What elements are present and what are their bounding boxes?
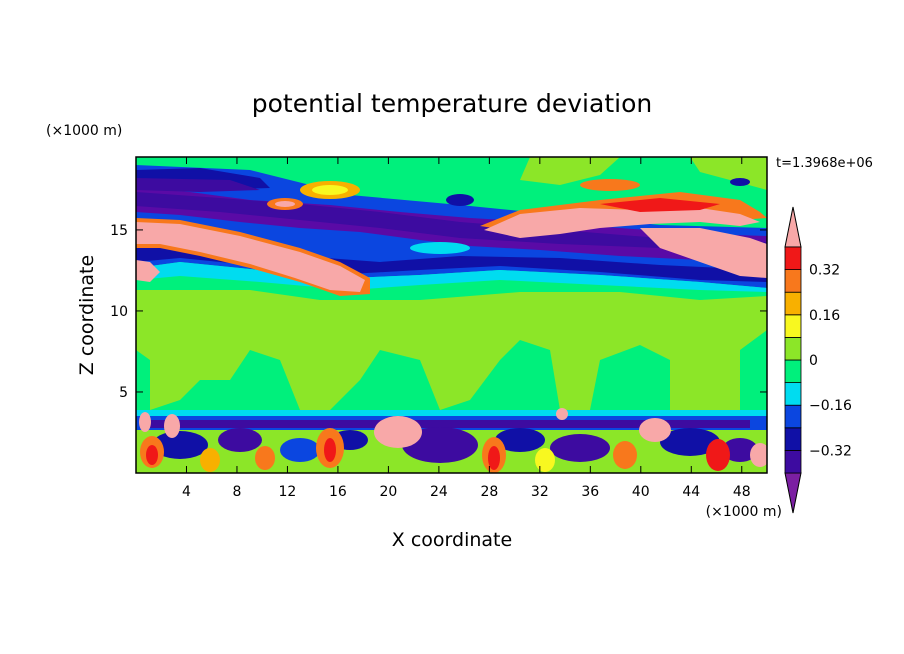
colorbar-swatch [784,427,802,451]
colorbar-swatch [784,269,802,293]
y-tick-label: 15 [110,223,128,239]
x-units-label: (×1000 m) [706,504,782,520]
colorbar-tick-label: −0.32 [809,443,852,459]
y-axis-label: Z coordinate [76,255,98,375]
colorbar-swatch [784,404,802,429]
time-label: t=1.3968e+06 [776,156,873,171]
x-tick-label: 48 [733,484,751,500]
chart-title: potential temperature deviation [252,89,652,118]
y-units-label: (×1000 m) [46,123,122,139]
upper-dark-blue-band [136,240,767,282]
colorbar-tick-label: 0.32 [809,263,840,279]
x-tick-label: 16 [329,484,347,500]
x-tick-label: 20 [379,484,397,500]
heatmap-field [136,157,767,473]
colorbar-swatch [784,449,802,474]
colorbar-swatch [784,314,802,338]
colorbar-swatch [784,359,802,384]
upper-cyan-edge [136,262,767,292]
colorbar-swatch [784,246,802,271]
colorbar-tick-label: 0.16 [809,308,840,324]
right-warm-tongue-2 [640,228,767,278]
x-tick-label: 8 [232,484,241,500]
x-axis-label: X coordinate [392,529,512,551]
colorbar-swatch [784,336,802,361]
colorbar [784,206,802,514]
y-tick-label: 10 [110,304,128,320]
x-tick-label: 4 [182,484,191,500]
colorbar-swatch [784,291,802,316]
y-tick-label: 5 [119,385,128,401]
colorbar-max-triangle [784,206,802,248]
colorbar-swatch [784,382,802,406]
x-tick-label: 12 [279,484,297,500]
x-tick-label: 40 [632,484,650,500]
x-tick-label: 24 [430,484,448,500]
y-axis: 5 10 15 [110,223,767,401]
colorbar-min-triangle [784,472,802,514]
upper-warm-tongue-right [484,208,760,238]
plot-frame [135,156,768,474]
colorbar-tick-label: 0 [809,353,818,369]
colorbar-tick-label: −0.16 [809,398,852,414]
colorbar-labels: 0.32 0.16 0 −0.16 −0.32 [809,263,852,460]
lower-cyan-cap [136,410,767,418]
x-tick-label: 44 [682,484,700,500]
upper-warm-tongue-left [136,222,365,292]
x-axis: 4 8 12 16 20 24 28 32 36 40 44 48 [182,157,751,500]
x-tick-label: 32 [531,484,549,500]
x-tick-label: 36 [581,484,599,500]
x-tick-label: 28 [480,484,498,500]
